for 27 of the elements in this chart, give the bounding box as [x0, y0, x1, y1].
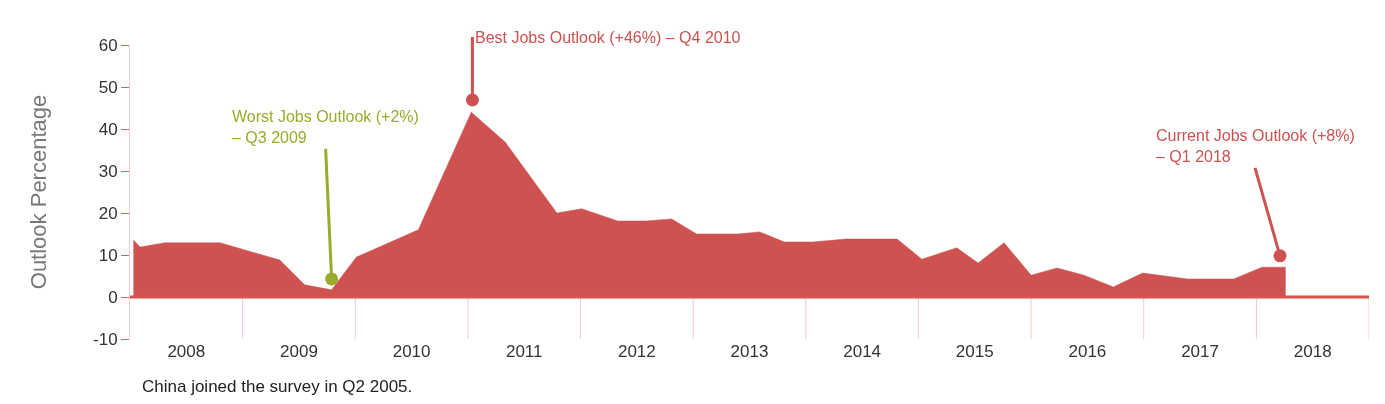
- y-tick-label: 0: [108, 287, 118, 307]
- y-tick-label: 50: [98, 77, 118, 97]
- y-tick-label: 20: [98, 203, 118, 223]
- annotation: Best Jobs Outlook (+46%) – Q4 2010: [475, 29, 741, 46]
- y-tick-label: 10: [98, 245, 118, 265]
- x-tick-label: 2013: [730, 342, 769, 361]
- annotation: Current Jobs Outlook (+8%) – Q1 2018: [1156, 127, 1355, 165]
- y-tick-label: 60: [98, 35, 118, 55]
- x-tick-label: 2015: [955, 342, 994, 361]
- annotation: Worst Jobs Outlook (+2%) – Q3 2009: [232, 108, 419, 146]
- y-tick-label: -10: [93, 329, 118, 349]
- point: [325, 272, 339, 286]
- y-tick-label: 40: [98, 119, 118, 139]
- x-tick-label: 2010: [392, 342, 431, 361]
- x-tick-label: 2017: [1181, 342, 1219, 361]
- y-axis-title: Outlook Percentage: [25, 94, 51, 290]
- x-tick-label: 2012: [617, 342, 656, 361]
- x-tick-label: 2009: [280, 342, 318, 361]
- x-tick-label: 2011: [505, 342, 543, 361]
- point: [1273, 249, 1287, 263]
- text: China joined the survey in Q2 2005.: [142, 377, 413, 396]
- x-tick-label: 2014: [843, 342, 882, 361]
- x-tick-label: 2008: [167, 342, 206, 361]
- point: [465, 93, 479, 107]
- y-tick-label: 30: [98, 161, 118, 181]
- x-tick-label: 2018: [1293, 342, 1332, 361]
- x-tick-label: 2016: [1068, 342, 1107, 361]
